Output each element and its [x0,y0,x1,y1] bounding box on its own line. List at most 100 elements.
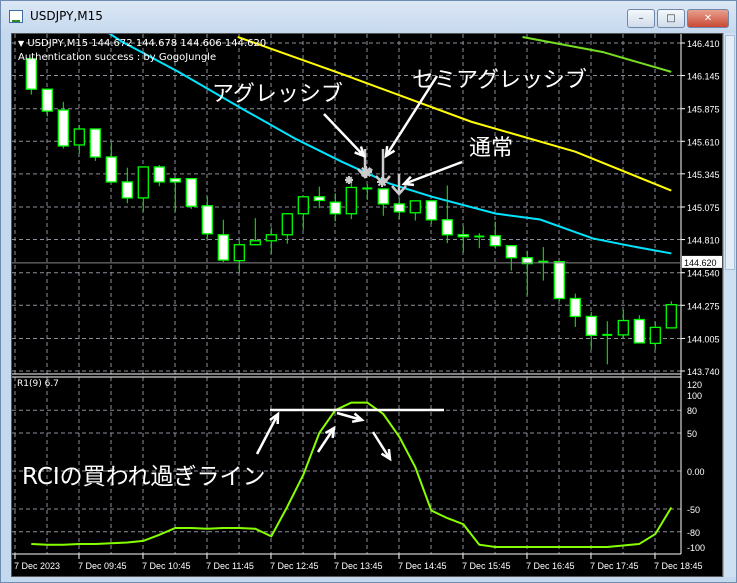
rci-tick-label: 80 [687,406,697,416]
down-arrow-icon [375,149,391,186]
candle-bear [553,261,565,300]
arrow-normal [401,160,463,187]
candle-bull [233,244,245,262]
candle-bear [185,177,197,207]
signal-star-icon [345,176,353,184]
time-tick-label: 7 Dec 09:45 [78,561,127,571]
annotation-semi-aggressive: セミアグレッシブ [412,68,587,93]
down-arrow-icon [357,149,373,179]
candle-bear [89,128,101,158]
candle-bear [489,235,501,247]
price-tick-label: 146.145 [687,72,720,82]
arrow-rci-down [371,431,392,462]
vertical-scrollbar[interactable] [723,33,736,577]
candle-bull [249,240,261,246]
annotation-rci-overbought: RCIの買われ過ぎライン [22,464,266,490]
auth-status-text: Authentication success : by GogoJungle [18,52,217,63]
time-tick-label: 7 Dec 2023 [14,561,60,571]
candle-bear [217,234,229,261]
candle-bear [425,200,437,221]
time-tick-label: 7 Dec 16:45 [526,561,575,571]
candle-bear [329,201,341,215]
symbol-ohlc-text: USDJPY,M15 144.672 144.678 144.606 144.6… [27,38,267,49]
candle-bull [281,213,293,236]
rci-tick-label: 100 [687,391,702,401]
candle-bear [457,234,469,238]
rci-tick-label: -50 [687,505,700,515]
candle-bear [121,181,133,199]
price-tick-label: 143.740 [687,367,720,377]
candle-bear [441,219,453,236]
time-tick-label: 7 Dec 18:45 [654,561,703,571]
minimize-button[interactable]: – [627,9,655,28]
candle-bear [521,257,533,265]
star-ray [348,176,353,181]
current-price-label: 144.620 [684,258,717,268]
time-tick-label: 7 Dec 11:45 [206,561,254,571]
arrow-aggressive [323,113,366,159]
moving-average-line [237,36,672,192]
title-bar[interactable]: USDJPY,M15 – □ ✕ [1,1,736,31]
rci-indicator-label: R1(9) 6.7 [17,379,59,389]
moving-average-line [522,35,672,73]
candle-bull [73,128,85,146]
time-tick-label: 7 Dec 17:45 [590,561,639,571]
candle-bear [41,88,53,112]
candle-bear [505,245,517,259]
price-plot [25,34,677,365]
time-tick-label: 7 Dec 13:45 [334,561,383,571]
rci-line [31,401,673,548]
arrow-semi-aggressive [384,75,439,159]
price-tick-label: 144.540 [687,269,720,279]
dropdown-triangle-icon[interactable]: ▼ [18,39,25,48]
candle-bull [649,326,661,345]
annotation-normal: 通常 [469,136,514,161]
maximize-button[interactable]: □ [657,9,685,28]
close-button[interactable]: ✕ [687,9,729,28]
candle-bull [409,200,421,214]
price-tick-label: 144.005 [687,334,720,344]
price-tick-label: 145.075 [687,203,720,213]
candle-bull [137,166,149,199]
time-tick-label: 7 Dec 12:45 [270,561,319,571]
candle-bear [169,177,181,183]
down-arrow-icon [391,174,407,196]
price-tick-label: 144.275 [687,301,720,311]
candle-bull [265,234,277,242]
price-tick-label: 145.875 [687,105,720,115]
star-ray [365,167,371,173]
scrollbar-thumb[interactable] [725,35,735,270]
candle-bear [569,297,581,318]
candle-bear [585,315,597,337]
candle-bear [201,205,213,235]
price-chart: 146.410 146.145 145.875 145.610 145.345 145.0… [12,34,722,571]
chart-area[interactable]: 146.410 146.145 145.875 145.610 145.345 145.0… [11,33,723,577]
arrow-rci-line [255,411,280,455]
candle-bull [297,196,309,215]
rci-tick-label: -100 [687,543,705,553]
chart-window-icon [9,10,23,23]
rci-tick-label: 50 [687,429,697,439]
candle-bull [617,319,629,336]
rci-tick-label: 0.00 [687,467,705,477]
time-tick-label: 7 Dec 15:45 [462,561,511,571]
candle-bear [105,156,117,183]
rci-tick-label: -80 [687,528,700,538]
rci-tick-label: 120 [687,380,702,390]
time-tick-label: 7 Dec 14:45 [398,561,447,571]
time-tick-label: 7 Dec 10:45 [142,561,191,571]
moving-average-line [108,34,672,255]
candle-bear [57,109,69,147]
window-title: USDJPY,M15 [30,9,103,23]
candle-bear [313,196,325,202]
price-tick-label: 144.810 [687,236,720,246]
arrow-rci-up [316,425,336,453]
candle-bear [377,188,389,205]
price-tick-label: 146.410 [687,39,720,49]
annotation-aggressive: アグレッシブ [212,82,343,107]
candle-bear [633,318,645,344]
candle-bear [25,57,37,90]
symbol-info: ▼ USDJPY,M15 144.672 144.678 144.606 144… [18,38,266,49]
candle-bull [345,186,357,215]
